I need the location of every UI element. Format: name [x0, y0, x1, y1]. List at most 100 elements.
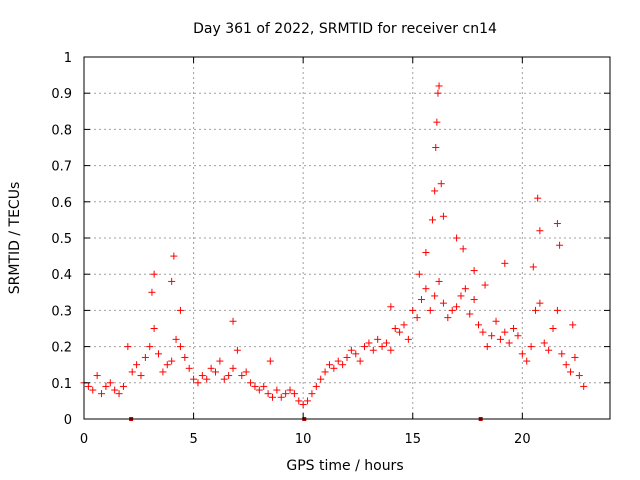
data-point — [93, 372, 101, 380]
y-tick-label: 0 — [64, 413, 72, 428]
data-point — [194, 379, 202, 387]
data-point — [466, 310, 474, 318]
data-point — [247, 379, 255, 387]
data-point — [185, 364, 193, 372]
data-point — [470, 296, 478, 304]
data-point — [404, 335, 412, 343]
data-point — [266, 357, 274, 365]
data-point — [470, 267, 478, 275]
data-point — [553, 220, 561, 228]
data-point — [540, 339, 548, 347]
data-point — [339, 361, 347, 369]
y-tick-label: 0.1 — [51, 377, 72, 392]
chart-title: Day 361 of 2022, SRMTID for receiver cn1… — [193, 21, 497, 37]
x-tick-label: 20 — [514, 432, 531, 447]
data-point — [492, 317, 500, 325]
data-point — [225, 372, 233, 380]
data-point — [163, 361, 171, 369]
data-point — [282, 390, 290, 398]
data-point — [475, 321, 482, 329]
data-point — [505, 339, 513, 347]
data-point — [181, 353, 189, 361]
data-point — [534, 194, 542, 202]
data-point — [413, 314, 421, 322]
data-point — [277, 393, 285, 401]
data-point — [133, 361, 141, 369]
data-point — [374, 335, 382, 343]
data-point — [308, 390, 316, 398]
data-point — [437, 180, 445, 188]
data-point — [580, 382, 588, 390]
data-point — [422, 248, 430, 256]
data-point — [431, 187, 439, 195]
data-point — [268, 393, 276, 401]
data-point — [159, 368, 167, 376]
data-point — [146, 343, 154, 351]
data-point — [483, 343, 491, 351]
data-point — [435, 82, 443, 90]
x-tick-label: 5 — [189, 432, 197, 447]
y-tick-label: 0.6 — [51, 196, 72, 211]
data-point — [190, 375, 198, 383]
data-point — [536, 299, 544, 307]
data-point — [251, 382, 259, 390]
data-point — [531, 306, 539, 314]
data-point — [172, 335, 180, 343]
data-point — [356, 357, 364, 365]
data-point — [496, 335, 504, 343]
data-point — [549, 325, 557, 332]
y-tick-label: 0.3 — [51, 304, 72, 319]
data-point — [501, 259, 509, 267]
data-point — [89, 386, 97, 394]
data-point — [387, 303, 395, 311]
data-point — [111, 386, 119, 394]
data-point — [119, 382, 127, 390]
data-point — [391, 325, 399, 332]
data-point — [304, 397, 312, 405]
data-point — [229, 364, 237, 372]
data-point — [137, 372, 145, 380]
y-tick-label: 0.8 — [51, 123, 72, 138]
data-point — [321, 368, 329, 376]
data-point — [556, 241, 564, 249]
data-point — [290, 390, 298, 398]
data-point — [457, 292, 465, 300]
data-point — [352, 350, 360, 358]
data-point — [396, 328, 404, 336]
x-tick-label: 0 — [80, 432, 88, 447]
data-point — [203, 375, 211, 383]
data-point — [523, 357, 531, 365]
data-points — [80, 82, 588, 409]
data-point — [115, 390, 123, 398]
data-point — [220, 375, 228, 383]
data-point — [141, 353, 149, 361]
data-point — [317, 375, 325, 383]
data-point — [106, 379, 114, 387]
data-point — [562, 361, 570, 369]
grid — [84, 57, 610, 419]
data-point — [536, 227, 544, 235]
data-point — [448, 306, 456, 314]
data-point — [255, 386, 263, 394]
data-point — [435, 277, 443, 285]
data-point — [545, 346, 553, 354]
data-point — [439, 212, 447, 220]
data-point — [428, 216, 436, 224]
data-point — [527, 343, 535, 351]
data-point — [168, 357, 176, 365]
data-point — [481, 281, 489, 289]
data-point — [299, 401, 307, 409]
data-point — [325, 361, 333, 369]
data-point — [242, 368, 250, 376]
data-point — [369, 346, 377, 354]
x-tick-label: 15 — [404, 432, 421, 447]
data-point — [233, 346, 241, 354]
data-point — [432, 144, 440, 151]
data-point — [216, 357, 224, 365]
data-point — [176, 343, 184, 351]
data-point — [207, 364, 215, 372]
data-point — [264, 390, 272, 398]
y-axis-label: SRMTID / TECUs — [7, 182, 23, 295]
data-point — [488, 332, 496, 340]
